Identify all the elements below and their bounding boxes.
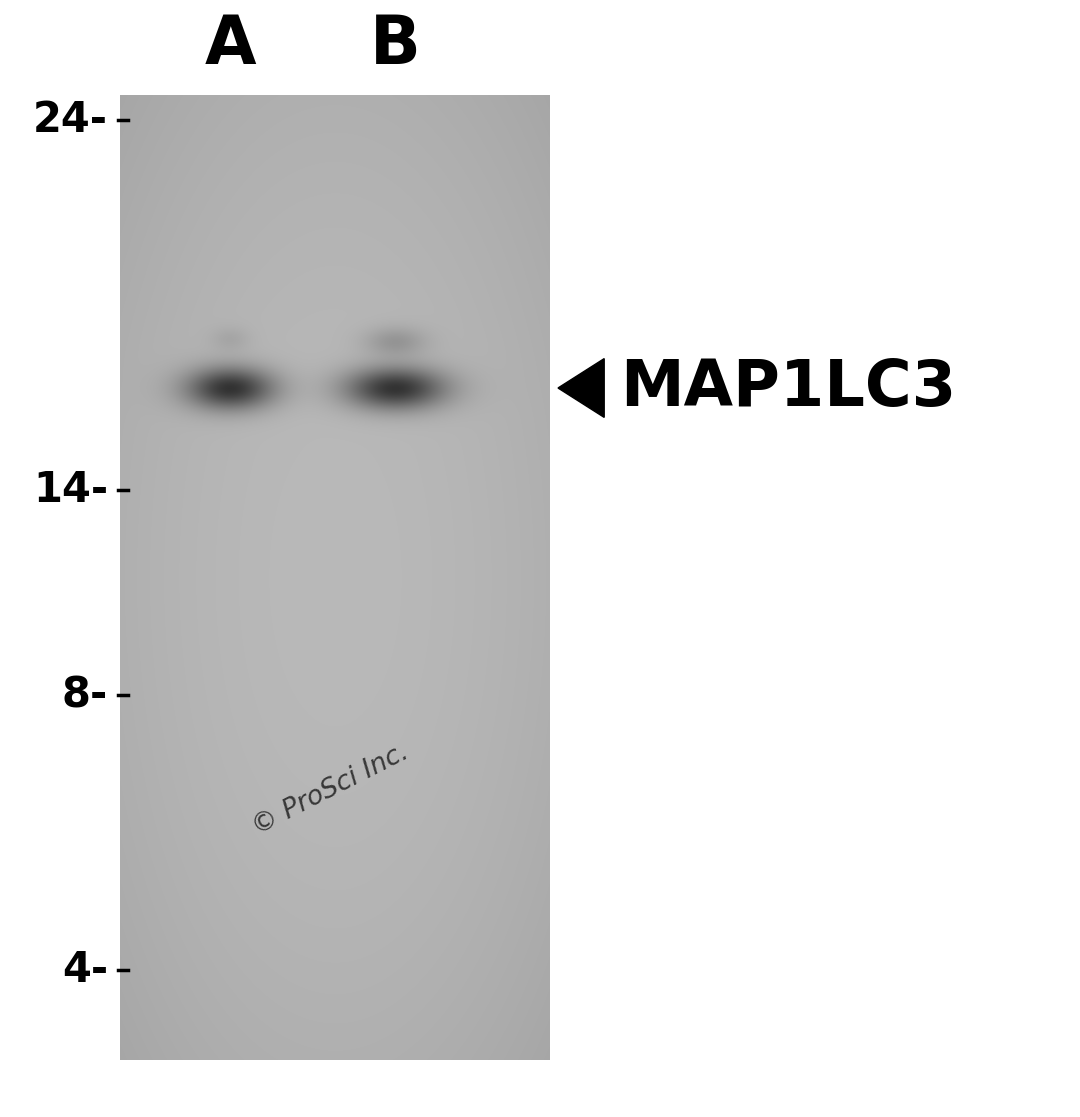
Text: 14-: 14-	[32, 469, 108, 510]
Text: B: B	[369, 12, 420, 78]
Text: 24-: 24-	[33, 99, 108, 141]
Text: 4-: 4-	[62, 949, 108, 991]
Polygon shape	[558, 359, 604, 418]
Text: © ProSci Inc.: © ProSci Inc.	[247, 739, 413, 841]
Text: 8-: 8-	[62, 674, 108, 716]
Text: A: A	[204, 12, 256, 78]
Text: MAP1LC3: MAP1LC3	[620, 357, 956, 419]
